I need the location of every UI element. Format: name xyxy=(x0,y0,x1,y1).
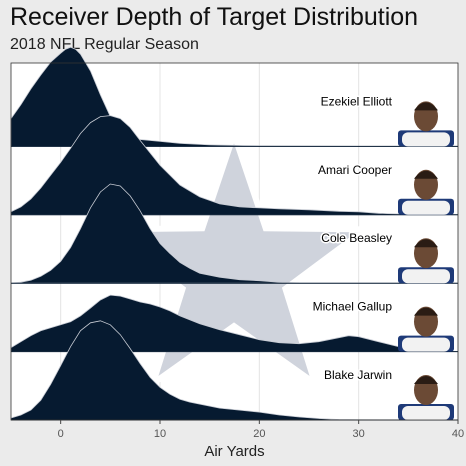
ridge-label: Michael Gallup xyxy=(313,300,393,314)
ridge-label: Ezekiel Elliott xyxy=(321,94,393,108)
player-headshot-icon xyxy=(398,169,454,215)
ridges: Ezekiel Elliott Amari Cooper Cole Beasley M… xyxy=(10,46,459,421)
chart-title: Receiver Depth of Target Distribution xyxy=(10,3,419,31)
x-tick-label: 10 xyxy=(154,428,166,440)
player-headshot-icon xyxy=(398,101,454,147)
ridge-label: Cole Beasley xyxy=(321,231,392,245)
ridge-label: Blake Jarwin xyxy=(324,368,392,382)
plot-border xyxy=(10,62,459,421)
ridge-blake-jarwin: Blake Jarwin xyxy=(10,320,459,421)
density-area xyxy=(10,183,458,284)
player-headshot-icon xyxy=(398,375,454,420)
x-tick-label: 20 xyxy=(253,428,265,440)
x-tick-label: 40 xyxy=(452,428,464,440)
density-area xyxy=(10,320,459,421)
chart-subtitle: 2018 NFL Regular Season xyxy=(10,36,199,53)
player-headshot-icon xyxy=(398,306,454,352)
x-axis: 0 10 20 30 40 xyxy=(58,420,464,440)
x-tick-label: 30 xyxy=(353,428,365,440)
player-headshot-icon xyxy=(398,238,454,284)
ridge-ezekiel-elliott: Ezekiel Elliott xyxy=(10,46,458,147)
x-axis-title: Air Yards xyxy=(204,443,264,460)
ridge-label: Amari Cooper xyxy=(318,163,392,177)
ridge-cole-beasley: Cole Beasley xyxy=(10,183,458,284)
x-tick-label: 0 xyxy=(58,428,64,440)
